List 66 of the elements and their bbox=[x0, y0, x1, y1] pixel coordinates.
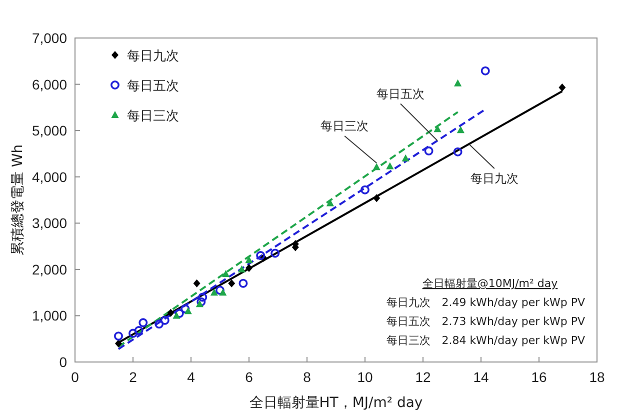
point bbox=[138, 318, 148, 328]
annotation: 每日九次 bbox=[470, 171, 518, 186]
point bbox=[114, 332, 123, 341]
point bbox=[256, 251, 266, 260]
x-tick-label: 0 bbox=[71, 369, 80, 385]
point bbox=[222, 270, 230, 278]
point bbox=[386, 162, 394, 170]
point bbox=[238, 278, 248, 288]
y-axis-title: 累積總發電量 Wh bbox=[10, 144, 26, 256]
point bbox=[402, 154, 410, 162]
point bbox=[456, 126, 464, 134]
point bbox=[172, 312, 180, 319]
point bbox=[196, 297, 206, 306]
point bbox=[160, 316, 170, 325]
point bbox=[193, 279, 200, 288]
point bbox=[216, 286, 224, 295]
point bbox=[373, 194, 380, 202]
point bbox=[424, 146, 434, 156]
point bbox=[154, 320, 164, 329]
y-tick-label: 2,000 bbox=[32, 261, 68, 278]
x-tick-label: 18 bbox=[589, 369, 605, 385]
x-tick-label: 8 bbox=[303, 369, 312, 385]
point bbox=[480, 66, 490, 76]
x-tick-label: 6 bbox=[245, 369, 254, 385]
point bbox=[228, 279, 236, 288]
point bbox=[558, 84, 566, 92]
legend-label: 每日五次 bbox=[127, 79, 179, 94]
point bbox=[198, 292, 208, 302]
point bbox=[134, 326, 144, 336]
x-tick-label: 2 bbox=[129, 369, 138, 385]
point bbox=[238, 265, 246, 272]
y-tick-label: 1,000 bbox=[32, 308, 68, 324]
point bbox=[210, 288, 218, 296]
annotation: 每日九次 2.49 kWh/day per kWp PV bbox=[386, 296, 586, 309]
x-tick-label: 12 bbox=[415, 369, 431, 385]
point bbox=[454, 79, 462, 86]
annotation: 每日三次 bbox=[320, 118, 369, 133]
point bbox=[167, 308, 174, 317]
point bbox=[372, 163, 380, 170]
point bbox=[270, 248, 280, 258]
x-tick-label: 16 bbox=[531, 369, 547, 385]
x-tick-label: 10 bbox=[357, 369, 373, 385]
point bbox=[196, 300, 204, 308]
x-tick-label: 14 bbox=[473, 369, 489, 385]
y-tick-label: 5,000 bbox=[32, 122, 68, 139]
point bbox=[128, 328, 138, 338]
annotation: 每日三次 2.84 kWh/day per kWp PV bbox=[386, 334, 586, 347]
y-tick-label: 7,000 bbox=[32, 30, 68, 46]
point bbox=[219, 288, 227, 296]
point bbox=[245, 256, 253, 264]
y-tick-label: 0 bbox=[59, 354, 68, 370]
legend-label: 每日三次 bbox=[127, 109, 179, 124]
point bbox=[360, 185, 370, 194]
annotation: 每日五次 bbox=[376, 86, 424, 101]
annotation: 每日五次 2.73 kWh/day per kWp PV bbox=[386, 315, 586, 328]
annotation: 全日輻射量@10MJ/m² day bbox=[422, 277, 558, 290]
x-axis-title: 全日輻射量HT，MJ/m² day bbox=[249, 395, 423, 411]
legend-label: 每日九次 bbox=[127, 49, 179, 64]
x-tick-label: 4 bbox=[187, 369, 196, 385]
y-tick-label: 3,000 bbox=[32, 215, 68, 232]
y-tick-label: 6,000 bbox=[32, 76, 68, 92]
point bbox=[246, 264, 252, 272]
point bbox=[184, 307, 192, 314]
point bbox=[453, 147, 462, 156]
y-tick-label: 4,000 bbox=[32, 168, 68, 185]
point bbox=[180, 304, 190, 314]
